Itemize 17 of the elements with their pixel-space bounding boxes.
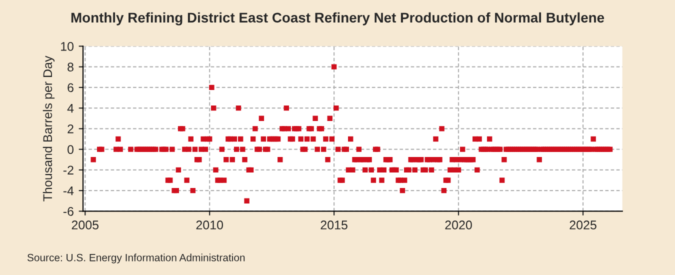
source-note: Source: U.S. Energy Information Administration [27,254,245,264]
y-tick-label: 6 [68,83,74,92]
y-tick-label: 8 [68,62,74,72]
x-tick-label: 2010 [196,220,224,230]
x-tick-label: 2015 [320,220,348,230]
x-tick-label: 2025 [570,220,596,230]
y-tick-label: -6 [63,207,74,216]
y-tick-label: 2 [68,124,74,134]
y-axis-title: Thousand Barrels per Day [42,56,55,202]
x-tick-label: 2005 [72,220,99,230]
chart-title: Monthly Refining District East Coast Refinery Net Production of Normal Butylene [71,12,604,26]
x-tick-label: 2020 [445,220,472,230]
y-tick-label: -2 [63,166,74,174]
y-tick-label: 10 [61,42,74,51]
y-tick-label: 0 [68,145,74,154]
y-tick-label: -4 [63,186,74,196]
y-tick-label: 4 [67,104,74,113]
